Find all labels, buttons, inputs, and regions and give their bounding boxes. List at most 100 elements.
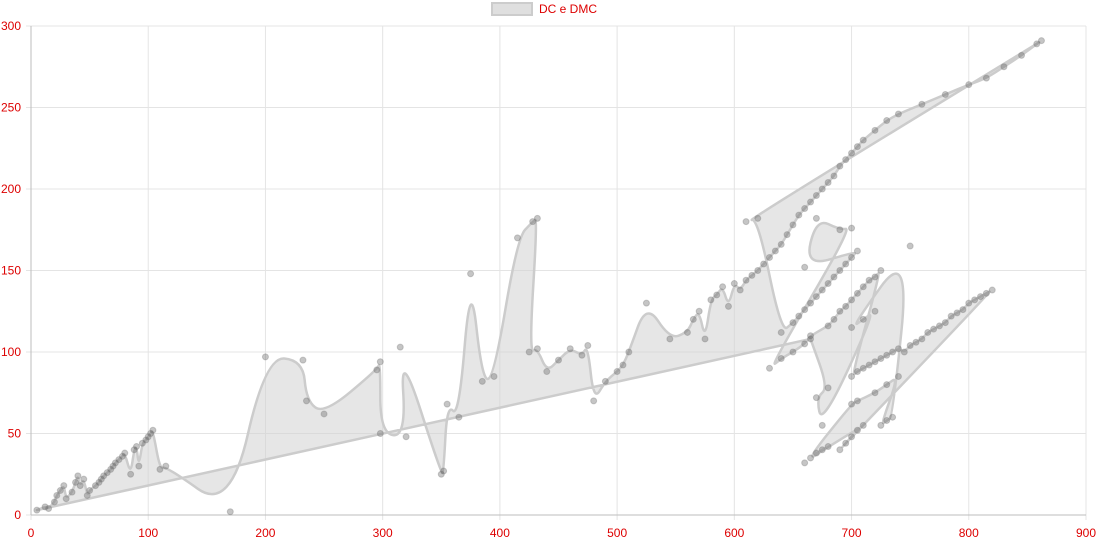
data-point — [130, 446, 138, 454]
data-point — [1000, 63, 1008, 71]
data-point — [777, 355, 785, 363]
data-point — [859, 315, 867, 323]
data-point — [162, 462, 170, 470]
data-point — [147, 430, 155, 437]
data-point — [935, 322, 943, 330]
data-point — [53, 491, 61, 499]
data-point — [601, 377, 609, 385]
data-point — [842, 439, 850, 447]
data-point — [941, 90, 949, 98]
data-point — [642, 299, 650, 307]
data-point — [894, 345, 902, 353]
data-point — [824, 280, 832, 288]
data-point — [859, 421, 867, 429]
data-point — [859, 283, 867, 291]
data-point — [906, 242, 914, 250]
data-point — [871, 307, 879, 315]
data-point — [619, 361, 627, 369]
data-point — [443, 400, 451, 408]
data-point — [965, 299, 973, 307]
data-point — [760, 260, 768, 268]
data-point — [848, 324, 856, 332]
data-point — [842, 156, 850, 164]
data-point — [133, 443, 140, 451]
legend-label[interactable]: DC e DMC — [539, 2, 597, 16]
data-point — [440, 467, 448, 475]
data-point — [883, 117, 891, 125]
y-tick-label: 250 — [1, 101, 21, 115]
data-point — [848, 400, 856, 408]
data-point — [742, 218, 750, 226]
y-tick-label: 150 — [1, 264, 21, 278]
data-point — [467, 270, 475, 278]
data-point — [818, 446, 826, 454]
data-point — [789, 348, 797, 356]
y-tick-label: 100 — [1, 345, 21, 359]
data-point — [947, 312, 955, 320]
data-point — [918, 335, 926, 343]
data-point — [373, 366, 381, 374]
data-point — [801, 306, 809, 314]
data-point — [848, 296, 856, 304]
data-point — [871, 273, 879, 281]
data-point — [982, 289, 990, 297]
data-point — [701, 335, 709, 343]
data-point — [801, 263, 809, 271]
data-point — [853, 397, 861, 405]
data-point — [853, 426, 861, 434]
data-point — [877, 421, 885, 429]
data-point — [149, 426, 157, 434]
data-point — [103, 469, 111, 477]
data-point — [127, 470, 135, 478]
data-point — [801, 205, 809, 213]
series-points — [33, 37, 1045, 516]
data-point — [824, 178, 832, 186]
legend[interactable]: DC e DMC — [491, 2, 597, 16]
data-point — [121, 449, 129, 457]
data-point — [730, 280, 738, 288]
data-point — [320, 410, 328, 418]
data-point — [877, 355, 885, 363]
legend-swatch[interactable] — [491, 2, 533, 16]
data-point — [1033, 40, 1041, 48]
data-point — [1018, 51, 1026, 59]
data-point — [771, 247, 779, 255]
data-point — [836, 226, 844, 234]
data-point — [118, 452, 126, 460]
data-point — [894, 372, 902, 380]
data-point — [226, 508, 234, 516]
data-point — [848, 149, 856, 157]
data-point — [865, 361, 873, 369]
data-point — [742, 276, 750, 284]
y-tick-label: 0 — [14, 508, 21, 522]
data-point — [437, 470, 445, 478]
data-point — [683, 328, 691, 336]
data-point — [859, 136, 867, 144]
data-point — [830, 315, 838, 323]
data-point — [830, 172, 838, 180]
data-point — [818, 286, 826, 294]
data-point — [906, 341, 914, 349]
x-tick-label: 800 — [959, 526, 979, 540]
data-point — [953, 309, 961, 317]
data-point — [883, 416, 891, 424]
data-point — [812, 214, 820, 222]
data-point — [376, 430, 384, 437]
data-point — [836, 307, 844, 315]
data-point — [853, 247, 861, 255]
data-point — [801, 459, 809, 467]
data-point — [795, 211, 803, 219]
x-tick-label: 300 — [373, 526, 393, 540]
data-point — [807, 335, 815, 343]
data-point — [900, 348, 908, 356]
data-point — [982, 74, 990, 82]
data-point — [836, 162, 844, 170]
data-point — [912, 338, 920, 346]
data-point — [965, 81, 973, 89]
data-point — [50, 498, 58, 506]
data-point — [789, 319, 797, 327]
data-point — [859, 364, 867, 372]
data-point — [807, 332, 815, 340]
data-point — [812, 293, 820, 301]
data-point — [555, 356, 562, 364]
